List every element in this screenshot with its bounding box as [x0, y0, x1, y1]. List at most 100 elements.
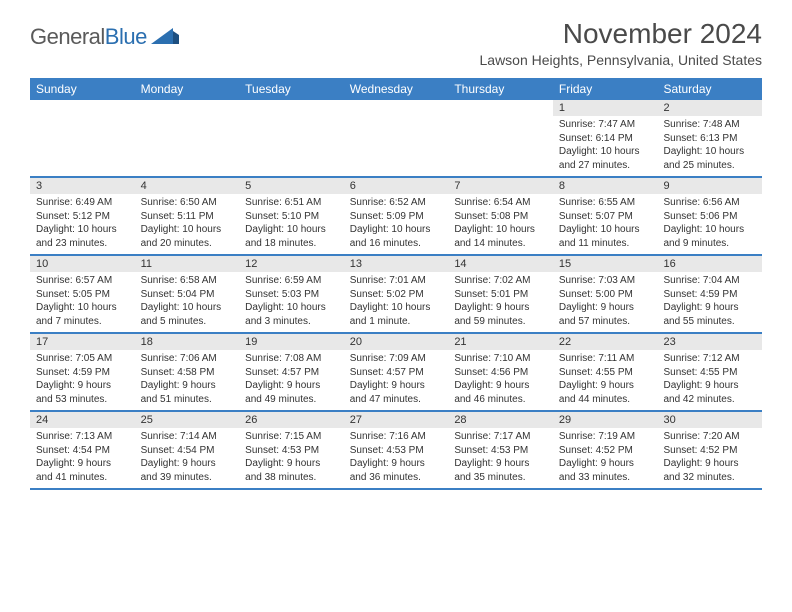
- sunset-text: Sunset: 6:14 PM: [559, 132, 652, 146]
- day-number: 21: [448, 334, 553, 350]
- daylight-text: Daylight: 9 hours and 59 minutes.: [454, 301, 547, 328]
- day-header: Thursday: [448, 78, 553, 100]
- calendar-week: 3Sunrise: 6:49 AMSunset: 5:12 PMDaylight…: [30, 178, 762, 256]
- calendar-cell: 25 Sunrise: 7:14 AMSunset: 4:54 PMDayligh…: [135, 412, 240, 488]
- logo-text: GeneralBlue: [30, 24, 147, 50]
- cell-body: Sunrise: 7:04 AMSunset: 4:59 PMDaylight:…: [657, 272, 762, 332]
- cell-body: Sunrise: 7:20 AMSunset: 4:52 PMDaylight:…: [657, 428, 762, 488]
- sunrise-text: Sunrise: 7:01 AM: [350, 274, 443, 288]
- daylight-text: Daylight: 10 hours and 7 minutes.: [36, 301, 129, 328]
- cell-body: Sunrise: 7:01 AMSunset: 5:02 PMDaylight:…: [344, 272, 449, 332]
- sunset-text: Sunset: 4:55 PM: [663, 366, 756, 380]
- cell-body: Sunrise: 7:12 AMSunset: 4:55 PMDaylight:…: [657, 350, 762, 410]
- header: GeneralBlue November 2024 Lawson Heights…: [30, 18, 762, 68]
- sunset-text: Sunset: 4:55 PM: [559, 366, 652, 380]
- calendar-week: 1 Sunrise: 7:47 AMSunset: 6:14 PMDaylight…: [30, 100, 762, 178]
- cell-body: Sunrise: 7:17 AMSunset: 4:53 PMDaylight:…: [448, 428, 553, 488]
- day-number: 8: [553, 178, 658, 194]
- daylight-text: Daylight: 9 hours and 33 minutes.: [559, 457, 652, 484]
- calendar-cell: 12Sunrise: 6:59 AMSunset: 5:03 PMDayligh…: [239, 256, 344, 332]
- daylight-text: Daylight: 9 hours and 32 minutes.: [663, 457, 756, 484]
- calendar: SundayMondayTuesdayWednesdayThursdayFrid…: [30, 78, 762, 490]
- daylight-text: Daylight: 9 hours and 47 minutes.: [350, 379, 443, 406]
- calendar-cell: 29Sunrise: 7:19 AMSunset: 4:52 PMDayligh…: [553, 412, 658, 488]
- daylight-text: Daylight: 9 hours and 41 minutes.: [36, 457, 129, 484]
- calendar-cell: 14Sunrise: 7:02 AMSunset: 5:01 PMDayligh…: [448, 256, 553, 332]
- calendar-cell: 11Sunrise: 6:58 AMSunset: 5:04 PMDayligh…: [135, 256, 240, 332]
- day-number: 6: [344, 178, 449, 194]
- month-title: November 2024: [480, 18, 763, 50]
- calendar-cell: [448, 100, 553, 176]
- sunrise-text: Sunrise: 6:54 AM: [454, 196, 547, 210]
- sunset-text: Sunset: 4:58 PM: [141, 366, 234, 380]
- calendar-cell: [344, 100, 449, 176]
- sunrise-text: Sunrise: 7:20 AM: [663, 430, 756, 444]
- day-number: 19: [239, 334, 344, 350]
- sunset-text: Sunset: 4:59 PM: [663, 288, 756, 302]
- logo: GeneralBlue: [30, 24, 179, 50]
- calendar-cell: 2Sunrise: 7:48 AMSunset: 6:13 PMDaylight…: [657, 100, 762, 176]
- sunrise-text: Sunrise: 7:06 AM: [141, 352, 234, 366]
- sunrise-text: Sunrise: 7:47 AM: [559, 118, 652, 132]
- sunset-text: Sunset: 4:54 PM: [141, 444, 234, 458]
- daylight-text: Daylight: 9 hours and 39 minutes.: [141, 457, 234, 484]
- cell-body: Sunrise: 7:05 AMSunset: 4:59 PMDaylight:…: [30, 350, 135, 410]
- daylight-text: Daylight: 10 hours and 1 minute.: [350, 301, 443, 328]
- sunset-text: Sunset: 5:00 PM: [559, 288, 652, 302]
- daylight-text: Daylight: 10 hours and 20 minutes.: [141, 223, 234, 250]
- cell-body: Sunrise: 7:48 AMSunset: 6:13 PMDaylight:…: [657, 116, 762, 176]
- calendar-cell: [239, 100, 344, 176]
- daylight-text: Daylight: 10 hours and 3 minutes.: [245, 301, 338, 328]
- sunrise-text: Sunrise: 7:14 AM: [141, 430, 234, 444]
- day-number: 5: [239, 178, 344, 194]
- day-number: [239, 100, 344, 117]
- sunset-text: Sunset: 5:06 PM: [663, 210, 756, 224]
- day-number: 1: [553, 100, 658, 116]
- cell-body: Sunrise: 7:16 AMSunset: 4:53 PMDaylight:…: [344, 428, 449, 488]
- sunrise-text: Sunrise: 7:12 AM: [663, 352, 756, 366]
- calendar-cell: 8Sunrise: 6:55 AMSunset: 5:07 PMDaylight…: [553, 178, 658, 254]
- sunset-text: Sunset: 5:11 PM: [141, 210, 234, 224]
- day-header: Friday: [553, 78, 658, 100]
- daylight-text: Daylight: 10 hours and 9 minutes.: [663, 223, 756, 250]
- sunrise-text: Sunrise: 7:11 AM: [559, 352, 652, 366]
- day-number: 30: [657, 412, 762, 428]
- sunrise-text: Sunrise: 6:49 AM: [36, 196, 129, 210]
- cell-body: Sunrise: 7:19 AMSunset: 4:52 PMDaylight:…: [553, 428, 658, 488]
- calendar-cell: 22Sunrise: 7:11 AMSunset: 4:55 PMDayligh…: [553, 334, 658, 410]
- sunrise-text: Sunrise: 6:57 AM: [36, 274, 129, 288]
- day-number: 17: [30, 334, 135, 350]
- day-header: Saturday: [657, 78, 762, 100]
- sunset-text: Sunset: 4:52 PM: [559, 444, 652, 458]
- day-number: 7: [448, 178, 553, 194]
- sunset-text: Sunset: 4:59 PM: [36, 366, 129, 380]
- logo-word2: Blue: [105, 24, 147, 49]
- calendar-cell: 27Sunrise: 7:16 AMSunset: 4:53 PMDayligh…: [344, 412, 449, 488]
- daylight-text: Daylight: 10 hours and 27 minutes.: [559, 145, 652, 172]
- day-number: 29: [553, 412, 658, 428]
- cell-body: Sunrise: 7:02 AMSunset: 5:01 PMDaylight:…: [448, 272, 553, 332]
- sunset-text: Sunset: 5:08 PM: [454, 210, 547, 224]
- daylight-text: Daylight: 10 hours and 16 minutes.: [350, 223, 443, 250]
- daylight-text: Daylight: 9 hours and 49 minutes.: [245, 379, 338, 406]
- sunset-text: Sunset: 4:57 PM: [350, 366, 443, 380]
- sunrise-text: Sunrise: 6:56 AM: [663, 196, 756, 210]
- daylight-text: Daylight: 10 hours and 5 minutes.: [141, 301, 234, 328]
- daylight-text: Daylight: 9 hours and 44 minutes.: [559, 379, 652, 406]
- day-number: 25: [135, 412, 240, 428]
- cell-body: Sunrise: 7:09 AMSunset: 4:57 PMDaylight:…: [344, 350, 449, 410]
- daylight-text: Daylight: 10 hours and 18 minutes.: [245, 223, 338, 250]
- day-number: [30, 100, 135, 117]
- sunrise-text: Sunrise: 6:51 AM: [245, 196, 338, 210]
- day-number: 4: [135, 178, 240, 194]
- daylight-text: Daylight: 9 hours and 42 minutes.: [663, 379, 756, 406]
- day-number: 3: [30, 178, 135, 194]
- sunset-text: Sunset: 4:52 PM: [663, 444, 756, 458]
- sunrise-text: Sunrise: 6:59 AM: [245, 274, 338, 288]
- calendar-cell: 17Sunrise: 7:05 AMSunset: 4:59 PMDayligh…: [30, 334, 135, 410]
- day-number: [344, 100, 449, 117]
- sunrise-text: Sunrise: 7:15 AM: [245, 430, 338, 444]
- sunrise-text: Sunrise: 6:58 AM: [141, 274, 234, 288]
- sunrise-text: Sunrise: 6:55 AM: [559, 196, 652, 210]
- location: Lawson Heights, Pennsylvania, United Sta…: [480, 52, 763, 68]
